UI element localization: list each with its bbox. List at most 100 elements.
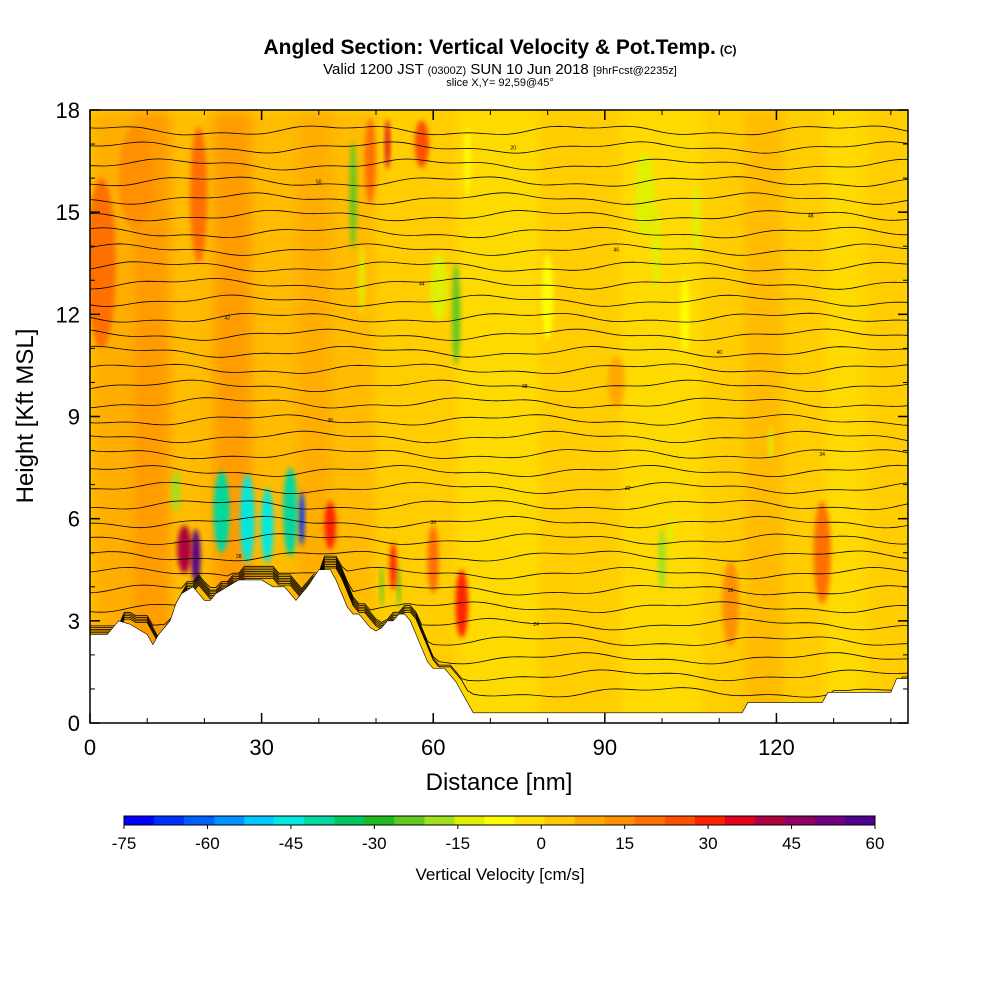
theta-contours: 2022242628303234363840424446485020: [90, 125, 908, 698]
velocity-cell: [261, 488, 274, 563]
subtitle-valid: Valid 1200 JST: [323, 61, 424, 78]
colorbar-swatch: [394, 816, 425, 825]
isentrope-label: 36: [327, 418, 333, 424]
velocity-cell: [385, 118, 390, 170]
velocity-cell: [722, 561, 740, 647]
isentrope-line: [90, 261, 908, 272]
velocity-cell: [427, 525, 439, 594]
x-tick-label: 90: [593, 735, 617, 760]
colorbar-frame: [123, 815, 876, 826]
velocity-cell: [414, 120, 429, 168]
colorbar-swatch: [694, 816, 726, 825]
velocity-cell: [349, 140, 357, 250]
colorbar-tick-label: 15: [615, 834, 634, 853]
velocity-band: [539, 110, 582, 723]
isentrope-line: [90, 414, 908, 426]
colorbar-swatch: [154, 816, 185, 825]
isentrope-label: 40: [716, 350, 722, 356]
colorbar-tick-label: 30: [699, 834, 718, 853]
isentrope-line: [90, 192, 908, 205]
isentrope-line: [90, 125, 908, 136]
isentrope-label: 50: [316, 180, 322, 186]
isentrope-line: [90, 481, 908, 495]
velocity-cell: [190, 127, 208, 264]
isentrope-line: [90, 312, 908, 323]
velocity-cell: [171, 470, 181, 512]
slice-info: slice X,Y= 92,59@45°: [446, 77, 554, 89]
isentrope-line: [90, 550, 908, 562]
isentrope-line: [90, 430, 908, 444]
colorbar-swatch: [304, 816, 335, 825]
colorbar-swatch: [454, 816, 485, 825]
isentrope-line: [90, 294, 908, 307]
colorbar-label: Vertical Velocity [cm/s]: [415, 865, 584, 884]
isentrope-line: [90, 499, 908, 511]
isentrope-line: [90, 515, 908, 529]
isentrope-line: [90, 363, 908, 375]
isentrope-line: [90, 560, 908, 631]
velocity-cell: [430, 253, 448, 322]
isentrope-label: 38: [522, 384, 528, 390]
subtitle-forecast: [9hrFcst@2235z]: [592, 65, 677, 77]
chart-subtitle: Valid 1200 JST (0300Z) SUN 10 Jun 2018 […: [0, 61, 1000, 78]
colorbar-swatch: [124, 816, 155, 825]
colorbar-swatch: [784, 816, 816, 825]
isentrope-line: [90, 176, 908, 187]
y-tick-label: 9: [68, 405, 80, 430]
colorbar-swatch: [484, 816, 516, 825]
y-tick-label: 18: [56, 98, 80, 123]
isentrope-line: [90, 555, 908, 580]
colorbar-tick-label: 45: [782, 834, 801, 853]
colorbar-swatch: [214, 816, 245, 825]
isentrope-line: [90, 557, 908, 596]
isentrope-label: 32: [625, 486, 631, 492]
isentrope-line: [90, 379, 908, 393]
isentrope-line: [90, 226, 908, 239]
y-tick-label: 0: [68, 711, 80, 736]
colorbar-tick-label: -15: [445, 834, 470, 853]
y-axis-label: Height [Kft MSL]: [12, 329, 39, 504]
colorbar-tick-label: -60: [195, 834, 220, 853]
velocity-cell: [364, 118, 377, 204]
colorbar-swatch: [514, 816, 546, 825]
y-tick-label: 3: [68, 609, 80, 634]
x-axis-label: Distance [nm]: [426, 769, 573, 796]
subtitle-date: SUN 10 Jun 2018: [470, 61, 589, 78]
subtitle-zulu: (0300Z): [427, 65, 467, 77]
isentrope-label: 26: [728, 588, 734, 594]
velocity-cell: [634, 152, 655, 238]
colorbar-tick-label: -45: [279, 834, 304, 853]
colorbar-tick-label: -30: [362, 834, 387, 853]
isentrope-line: [90, 277, 908, 290]
colorbar-swatch: [274, 816, 305, 825]
x-tick-label: 120: [758, 735, 795, 760]
isentrope-line: [90, 448, 908, 460]
isentrope-label: 44: [419, 282, 425, 288]
velocity-band: [826, 110, 869, 723]
velocity-cell: [358, 246, 365, 315]
isentrope-label: 28: [236, 554, 242, 560]
chart-title: Angled Section: Vertical Velocity & Pot.…: [0, 36, 1000, 60]
isentrope-line: [90, 562, 908, 646]
velocity-cell: [298, 491, 305, 546]
velocity-cell: [389, 542, 397, 591]
velocity-cell: [324, 501, 336, 550]
velocity-cell: [118, 127, 153, 230]
isentrope-label: 42: [225, 316, 231, 322]
colorbar-swatch: [724, 816, 756, 825]
colorbar-swatch: [334, 816, 365, 825]
isentrope-label: 30: [430, 520, 436, 526]
velocity-cell: [652, 203, 661, 289]
velocity-band: [580, 110, 623, 723]
velocity-band: [417, 110, 460, 723]
velocity-cell: [90, 178, 116, 349]
velocity-cell: [397, 566, 401, 608]
isentrope-line: [90, 210, 908, 222]
velocity-cell: [541, 254, 554, 340]
colorbar-swatch: [814, 816, 846, 825]
velocity-cell: [213, 470, 230, 553]
velocity-cell: [380, 566, 384, 608]
title-units: (C): [719, 43, 737, 57]
velocity-cell: [177, 525, 192, 574]
